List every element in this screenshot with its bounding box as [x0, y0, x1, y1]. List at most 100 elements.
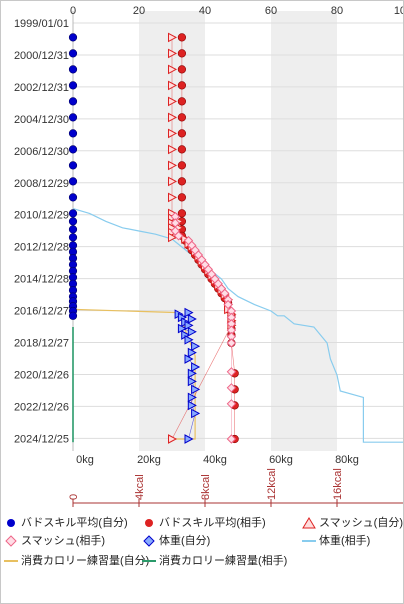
legend-symbol-icon	[141, 555, 157, 567]
y-tick-label: 2022/12/26	[14, 401, 69, 413]
marker-smash-self	[168, 232, 178, 243]
marker-smash-opponent	[226, 367, 237, 377]
marker-skill-opponent	[177, 161, 186, 170]
marker-smash-self	[168, 48, 178, 59]
marker-weight-self	[191, 362, 201, 372]
legend-item: バドスキル平均(相手)	[141, 515, 266, 531]
marker-skill-self	[68, 193, 78, 202]
y-tick-label: 2012/12/28	[14, 242, 69, 254]
marker-weight-self	[187, 314, 197, 324]
marker-smash-opponent	[173, 231, 184, 241]
legend-item: バドスキル平均(自分)	[3, 515, 128, 531]
marker-weight-self	[184, 334, 194, 345]
calorie-tick-label: 4kcal	[134, 474, 146, 500]
marker-skill-self	[68, 225, 78, 234]
x-bottom-tick-label: 0kg	[76, 454, 94, 466]
x-bottom-tick-label: 80kg	[335, 454, 359, 466]
x-top-tick-label: 80	[331, 5, 343, 17]
marker-skill-opponent	[177, 65, 186, 74]
y-tick-label: 2016/12/27	[14, 306, 69, 318]
marker-weight-self	[191, 341, 201, 352]
marker-skill-self	[68, 49, 78, 58]
y-tick-label: 2006/12/30	[14, 146, 69, 158]
marker-smash-opponent	[226, 338, 237, 348]
marker-weight-self	[177, 323, 187, 334]
marker-weight-self	[187, 376, 197, 387]
chart-svg: 1999/01/01 2000/12/31 2002/12/31 2004/12/30…	[14, 5, 403, 507]
marker-skill-opponent	[177, 81, 186, 90]
marker-smash-self	[168, 112, 178, 123]
y-tick-label: 2020/12/26	[14, 369, 69, 381]
marker-smash-opponent	[220, 288, 230, 299]
marker-smash-self	[168, 434, 178, 444]
x-top-tick-label: 60	[265, 5, 277, 17]
marker-smash-self	[168, 64, 178, 75]
marker-weight-self	[187, 368, 197, 379]
legend-item: 体重(相手)	[301, 533, 370, 549]
marker-smash-self	[168, 80, 178, 91]
y-tick-label: 2018/12/27	[14, 338, 69, 350]
marker-smash-self	[168, 160, 178, 171]
y-tick-label: 2024/12/25	[14, 433, 69, 445]
marker-smash-self	[168, 32, 178, 43]
legend: バドスキル平均(自分) バドスキル平均(相手) スマッシュ(自分) スマッシュ(相手)…	[1, 515, 403, 575]
legend-item: 消費カロリー練習量(相手)	[141, 553, 287, 569]
marker-skill-self	[68, 113, 78, 122]
marker-weight-self	[191, 384, 201, 395]
legend-symbol-icon	[301, 535, 317, 547]
y-tick-label: 2014/12/28	[14, 274, 69, 286]
legend-label: バドスキル平均(相手)	[159, 517, 266, 530]
marker-weight-self	[184, 320, 194, 331]
legend-label: 消費カロリー練習量(自分)	[21, 555, 150, 568]
legend-label: 体重(相手)	[319, 535, 371, 548]
marker-skill-self	[68, 233, 78, 242]
x-bottom-tick-label: 20kg	[137, 454, 161, 466]
y-tick-label: 2010/12/29	[14, 210, 69, 222]
legend-item: スマッシュ(相手)	[3, 533, 105, 549]
x-top-tick-label: 0	[70, 5, 76, 17]
marker-skill-self	[68, 97, 78, 106]
calorie-tick-label: 8kcal	[200, 474, 212, 500]
marker-smash-opponent	[226, 434, 237, 444]
marker-skill-self	[68, 311, 78, 320]
marker-skill-opponent	[177, 193, 186, 202]
marker-skill-opponent	[177, 145, 186, 154]
x-bottom-tick-label: 40kg	[203, 454, 227, 466]
y-tick-label: 2004/12/30	[14, 114, 69, 126]
legend-label: バドスキル平均(自分)	[21, 517, 128, 530]
marker-skill-opponent	[177, 129, 186, 138]
y-tick-label: 2000/12/31	[14, 50, 69, 62]
y-tick-label: 2008/12/29	[14, 178, 69, 190]
marker-skill-self	[68, 177, 78, 186]
y-tick-label: 2002/12/31	[14, 82, 69, 94]
x-top-tick-label: 100	[394, 5, 403, 17]
legend-label: スマッシュ(自分)	[319, 517, 403, 530]
legend-symbol-icon	[3, 517, 19, 529]
marker-skill-opponent	[177, 177, 186, 186]
calorie-tick-label: 16kcal	[332, 468, 344, 500]
calorie-tick-label: 0	[68, 494, 80, 500]
marker-skill-self	[68, 33, 78, 42]
marker-skill-self	[68, 161, 78, 170]
marker-weight-self	[184, 307, 194, 318]
calorie-tick-label: 12kcal	[266, 468, 278, 500]
legend-label: スマッシュ(相手)	[21, 535, 105, 548]
marker-smash-self	[168, 128, 178, 139]
marker-weight-self	[187, 400, 197, 411]
legend-item: スマッシュ(自分)	[301, 515, 403, 531]
marker-weight-self	[191, 408, 201, 419]
legend-item: 消費カロリー練習量(自分)	[3, 553, 149, 569]
marker-smash-opponent	[226, 399, 237, 409]
x-bottom-tick-label: 60kg	[269, 454, 293, 466]
legend-symbol-icon	[141, 517, 157, 529]
marker-skill-self	[68, 145, 78, 154]
marker-smash-self	[168, 96, 178, 107]
marker-weight-self	[184, 434, 194, 444]
x-top-tick-label: 40	[199, 5, 211, 17]
marker-weight-self	[187, 347, 197, 358]
x-top-tick-label: 20	[133, 5, 145, 17]
legend-symbol-icon	[301, 517, 317, 529]
marker-skill-opponent	[177, 113, 186, 122]
legend-label: 消費カロリー練習量(相手)	[159, 555, 288, 568]
